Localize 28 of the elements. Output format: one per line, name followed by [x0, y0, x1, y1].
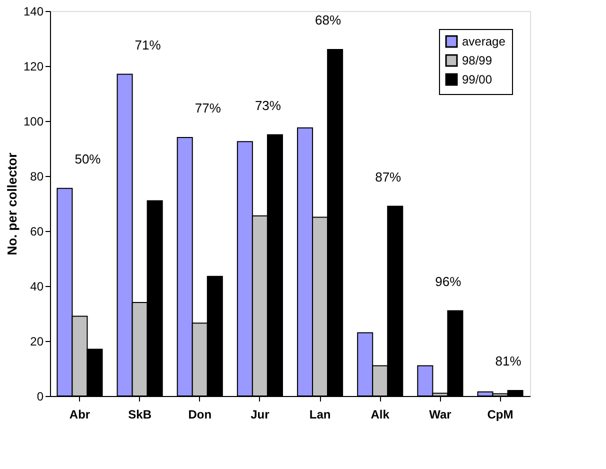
annotation: 96% [435, 274, 462, 289]
y-tick-label: 0 [36, 390, 44, 404]
y-tick-label: 100 [23, 114, 44, 128]
y-tick-label: 60 [30, 224, 44, 238]
y-tick-label: 20 [30, 334, 44, 348]
annotation: 68% [315, 12, 342, 28]
x-tick-label: Don [188, 408, 212, 422]
annotation: 50% [74, 151, 102, 166]
x-tick-label: CpM [487, 408, 514, 422]
annotation: 77% [194, 100, 222, 116]
y-tick-label: 80 [30, 170, 44, 184]
y-tick-label: 140 [23, 4, 44, 18]
legend-label: average [462, 34, 506, 48]
x-tick-label: War [429, 408, 452, 422]
annotation: 73% [254, 98, 282, 113]
y-axis-title: No. per collector [4, 152, 20, 256]
annotation: 71% [134, 37, 162, 52]
annotation: 87% [375, 169, 402, 184]
annotation: 81% [495, 354, 522, 368]
x-tick-label: Jur [250, 408, 270, 422]
legend-label: 99/00 [462, 72, 492, 86]
legend-label: 98/99 [462, 54, 492, 68]
y-tick-label: 40 [30, 280, 44, 294]
x-tick-label: Abr [69, 408, 90, 422]
x-tick-label: Lan [309, 408, 331, 422]
x-tick-label: SkB [128, 408, 152, 422]
y-tick-label: 120 [23, 60, 44, 74]
x-tick-label: Alk [370, 408, 390, 422]
